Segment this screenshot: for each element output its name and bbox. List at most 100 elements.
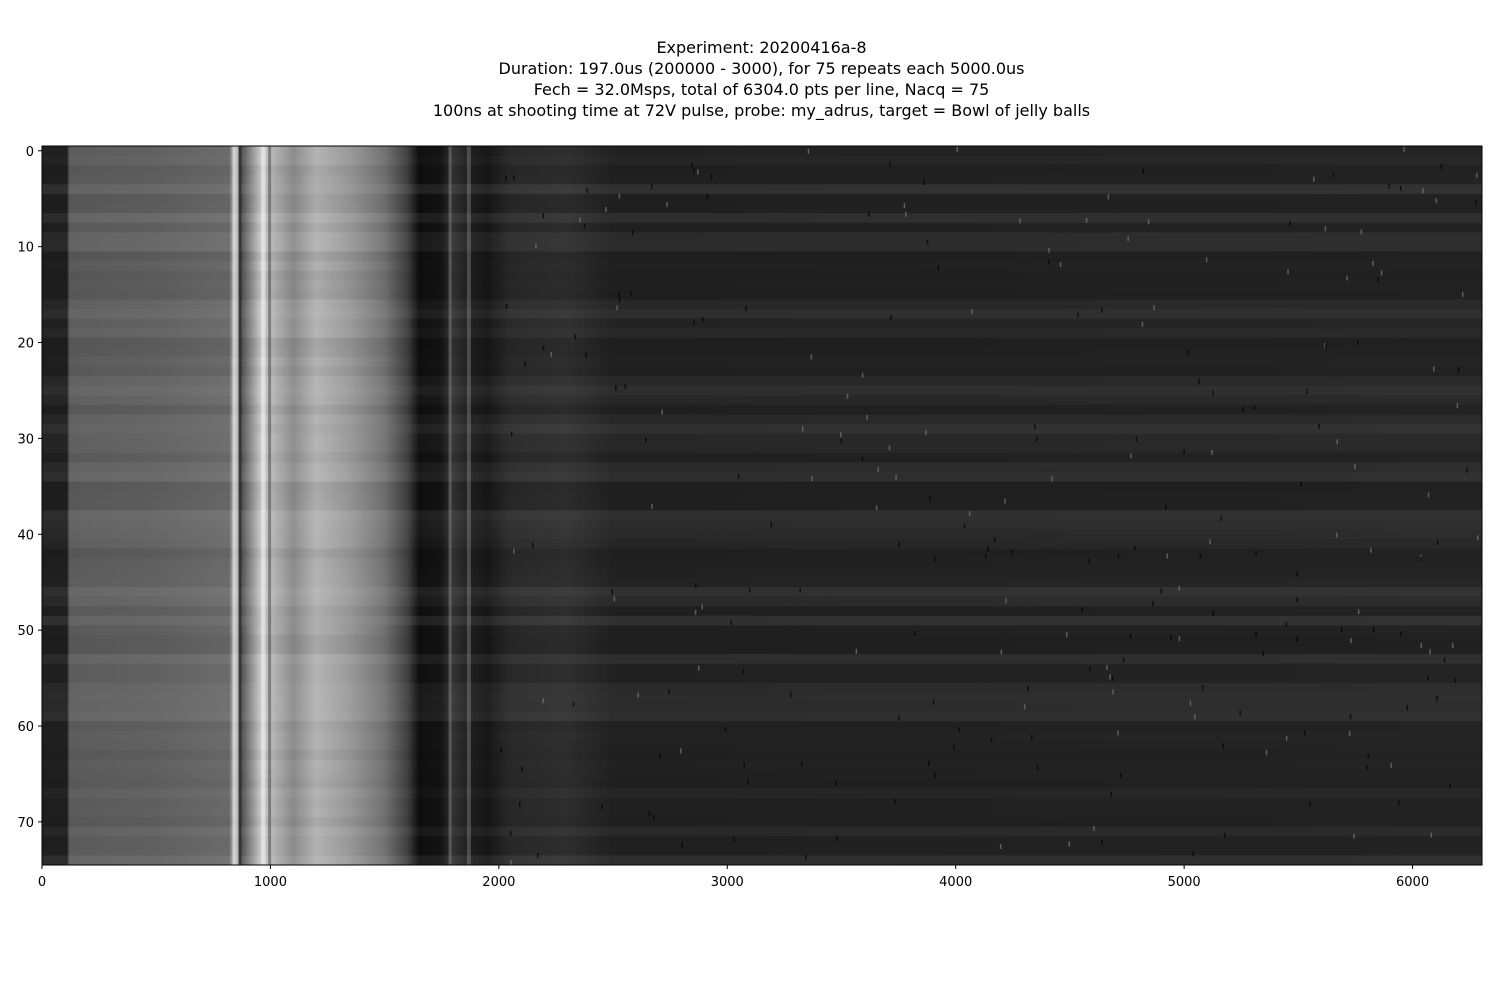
speckle — [681, 842, 683, 848]
speckle — [1348, 730, 1351, 736]
speckle — [1205, 257, 1208, 263]
speckle — [1475, 200, 1477, 206]
speckle — [1107, 194, 1110, 200]
speckle — [1019, 218, 1021, 224]
speckle — [1372, 260, 1374, 266]
speckle — [637, 692, 639, 698]
speckle — [953, 744, 955, 750]
speckle — [1085, 218, 1088, 224]
speckle — [690, 162, 693, 168]
speckle — [1399, 185, 1402, 191]
row-band — [42, 395, 1482, 405]
speckle — [898, 715, 900, 721]
speckle — [1222, 743, 1224, 749]
row-band — [42, 711, 1482, 722]
speckle — [1265, 750, 1268, 756]
x-tick-label: 2000 — [482, 875, 515, 890]
speckle — [1059, 262, 1062, 268]
speckle — [1130, 453, 1132, 459]
speckle — [583, 223, 586, 229]
row-band — [42, 625, 1482, 635]
row-band — [42, 501, 1482, 511]
row-band — [42, 769, 1482, 779]
row-band — [42, 606, 1482, 616]
speckle — [905, 211, 907, 217]
row-band — [42, 673, 1482, 683]
speckle — [1306, 389, 1308, 394]
speckle — [1370, 547, 1372, 553]
speckle — [999, 844, 1002, 849]
speckle — [542, 213, 544, 219]
speckle — [1178, 585, 1180, 591]
speckle — [1304, 730, 1306, 736]
speckle — [574, 334, 576, 340]
speckle — [1068, 841, 1070, 847]
speckle — [1380, 270, 1383, 276]
row-band — [42, 596, 1482, 607]
speckle — [618, 291, 620, 297]
speckle — [513, 548, 515, 554]
speckle — [1456, 403, 1459, 409]
speckle — [630, 291, 632, 297]
speckle — [1427, 675, 1429, 681]
speckle — [937, 265, 940, 271]
speckle — [1141, 321, 1144, 327]
speckle — [1106, 664, 1108, 670]
speckle — [840, 432, 842, 438]
speckle — [1239, 710, 1241, 716]
speckle — [1129, 633, 1132, 639]
speckle — [1112, 689, 1114, 695]
speckle — [840, 438, 843, 444]
speckle — [693, 320, 695, 325]
speckle — [536, 852, 539, 858]
speckle — [913, 630, 916, 636]
speckle — [1189, 700, 1192, 706]
speckle — [898, 542, 900, 548]
bright-row — [42, 615, 1482, 626]
speckle — [680, 748, 682, 754]
speckle — [895, 474, 897, 480]
row-band — [42, 462, 1482, 472]
speckle — [1400, 631, 1402, 637]
speckle — [658, 753, 661, 759]
speckle — [1332, 172, 1335, 178]
speckle — [605, 207, 607, 212]
speckle — [987, 546, 989, 552]
speckle — [745, 306, 747, 312]
speckle — [694, 609, 697, 615]
y-tick-label: 30 — [17, 432, 34, 447]
speckle — [695, 582, 697, 588]
speckle — [1422, 188, 1424, 194]
row-band — [42, 471, 1482, 482]
speckle — [742, 669, 745, 675]
y-tick-label: 10 — [17, 241, 34, 256]
speckle — [1122, 657, 1125, 663]
speckle — [846, 393, 849, 399]
row-band — [42, 817, 1482, 827]
row-band — [42, 434, 1482, 444]
speckle — [1403, 146, 1405, 152]
speckle — [651, 503, 653, 509]
speckle — [616, 305, 618, 311]
speckle — [697, 169, 699, 175]
row-band — [42, 299, 1482, 309]
speckle — [1309, 801, 1311, 807]
speckle — [613, 596, 616, 602]
speckle — [618, 297, 621, 303]
speckle — [990, 737, 993, 743]
speckle — [1166, 553, 1168, 559]
plot-area — [41, 145, 1483, 866]
speckle — [1194, 714, 1196, 720]
row-band — [42, 156, 1482, 166]
speckle — [861, 372, 864, 378]
row-band — [42, 855, 1482, 865]
speckle — [1023, 704, 1026, 710]
speckle — [579, 217, 581, 223]
speckle — [923, 180, 926, 185]
speckle — [968, 511, 971, 517]
speckle — [730, 620, 732, 626]
row-band — [42, 827, 1482, 837]
row-band — [42, 261, 1482, 271]
speckle — [770, 522, 772, 528]
row-band — [42, 337, 1482, 348]
